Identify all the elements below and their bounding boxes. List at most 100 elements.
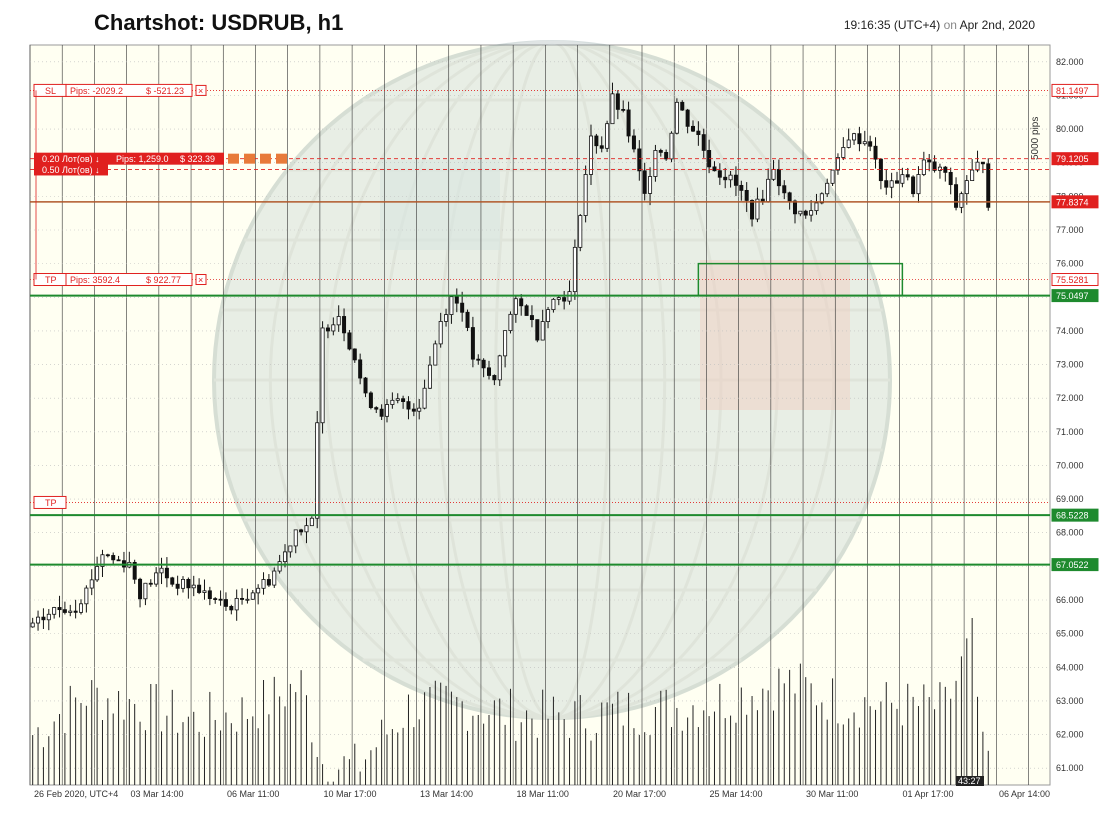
candle-body [379, 408, 384, 417]
candle-body [197, 584, 202, 593]
candle-body [513, 298, 518, 315]
level-green-label: 68.5228 [1056, 511, 1089, 521]
position-tag-box [34, 152, 108, 165]
candle-body [664, 151, 669, 160]
candle-body [626, 109, 631, 137]
timestamp-on: on [943, 18, 957, 32]
candle-body [503, 330, 508, 357]
candle-body [884, 180, 889, 188]
candle-body [562, 297, 567, 302]
candle-body [868, 141, 873, 147]
candle-body [621, 108, 626, 111]
position-pips: Pips: 1,259.0 [116, 154, 169, 164]
candle-body [207, 590, 212, 599]
candle-body [959, 193, 964, 208]
candle-body [771, 169, 776, 180]
candle-body [878, 158, 883, 182]
timestamp-time: 19:16:35 (UTC+4) [843, 18, 941, 32]
candles [30, 82, 991, 631]
candle-body [857, 133, 862, 145]
candle-body [154, 572, 159, 585]
y-tick-label: 69.000 [1056, 494, 1084, 504]
close-icon-glyph: × [198, 86, 203, 96]
candle-body [540, 321, 545, 341]
candle-body [73, 610, 78, 613]
candle-body [599, 145, 604, 149]
candle-body [411, 408, 416, 412]
candle-body [916, 174, 921, 195]
candle-body [84, 587, 89, 605]
candle-body [57, 607, 62, 611]
candle-body [454, 296, 459, 304]
candle-body [417, 407, 422, 412]
candle-body [776, 169, 781, 187]
position-lots: 0.20 Лот(ов) ↓ [42, 154, 100, 164]
candle-body [674, 101, 679, 134]
candle-body [986, 163, 991, 208]
order-pips: Pips: 3592.4 [70, 275, 120, 285]
x-tick-label: 20 Mar 17:00 [613, 789, 666, 799]
x-tick-label: 13 Mar 14:00 [420, 789, 473, 799]
candle-body [282, 551, 287, 563]
position-lots: 0.50 Лот(ов) ↓ [42, 165, 100, 175]
candle-body [148, 582, 153, 585]
candle-body [170, 577, 175, 585]
y-tick-label: 74.000 [1056, 326, 1084, 336]
candle-body [470, 327, 475, 360]
candle-body [685, 109, 690, 127]
candle-body [320, 327, 325, 424]
candle-body [100, 554, 105, 567]
candle-body [256, 587, 261, 594]
candle-body [744, 189, 749, 201]
shield-icon [228, 153, 239, 164]
candle-body [798, 210, 803, 215]
pause-icon [260, 153, 271, 164]
candle-body [46, 613, 51, 621]
y-tick-label: 66.000 [1056, 595, 1084, 605]
current-price-label: 77.8374 [1056, 197, 1089, 207]
candle-body [304, 525, 309, 533]
candle-body [819, 193, 824, 204]
x-tick-label: 01 Apr 17:00 [903, 789, 954, 799]
candle-body [374, 407, 379, 410]
candle-body [52, 607, 57, 615]
close-icon [195, 274, 207, 286]
globe-watermark [212, 40, 892, 720]
candle-body [175, 583, 180, 589]
candle-body [825, 182, 830, 195]
candle-body [164, 567, 169, 579]
candle-body [653, 150, 658, 177]
close-icon [276, 153, 287, 164]
candle-body [390, 399, 395, 405]
candle-body [889, 180, 894, 188]
x-tick-label: 06 Mar 11:00 [227, 789, 279, 799]
order-info-box [65, 273, 193, 287]
y-tick-label: 61.000 [1056, 763, 1084, 773]
order-label-box [1051, 273, 1099, 287]
candle-body [793, 200, 798, 215]
x-tick-label: 18 Mar 11:00 [517, 789, 569, 799]
candle-body [309, 517, 314, 527]
candle-body [631, 135, 636, 150]
candle-body [481, 359, 486, 369]
candle-body [782, 185, 787, 194]
order-money: $ -521.23 [146, 86, 184, 96]
candle-body [551, 298, 556, 311]
candle-body [583, 174, 588, 216]
candle-body [948, 171, 953, 186]
candle-body [315, 422, 320, 519]
candle-body [658, 150, 663, 153]
y-tick-label: 72.000 [1056, 393, 1084, 403]
candle-body [213, 598, 218, 600]
candle-body [524, 305, 529, 316]
candle-body [30, 622, 35, 628]
level-green-label-box [1051, 558, 1099, 572]
candle-body [132, 561, 137, 580]
candle-body [803, 210, 808, 216]
candle-body [250, 592, 255, 600]
candle-body [594, 135, 599, 147]
order-money: $ 922.77 [146, 275, 181, 285]
candle-body [497, 355, 502, 381]
candle-body [835, 157, 840, 171]
